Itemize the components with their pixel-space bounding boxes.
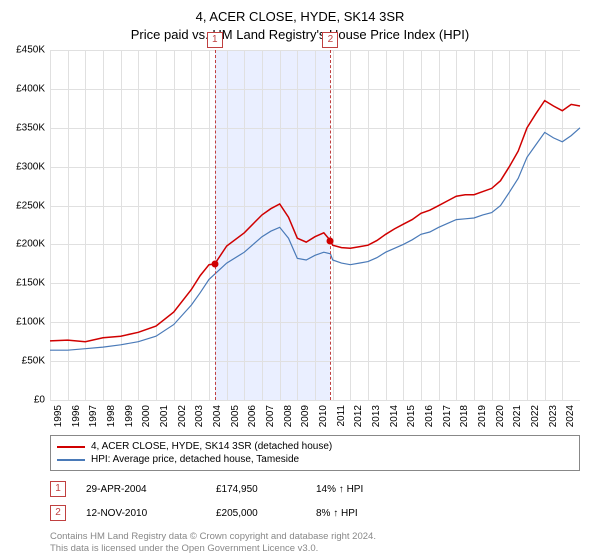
plot-area: £0£50K£100K£150K£200K£250K£300K£350K£400… <box>50 50 580 400</box>
legend-row-property: 4, ACER CLOSE, HYDE, SK14 3SR (detached … <box>57 440 573 453</box>
sale-row-2: 2 12-NOV-2010 £205,000 8% ↑ HPI <box>50 501 580 525</box>
series-legend: 4, ACER CLOSE, HYDE, SK14 3SR (detached … <box>50 435 580 471</box>
chart-container: 4, ACER CLOSE, HYDE, SK14 3SR Price paid… <box>0 0 600 560</box>
attribution-footer: Contains HM Land Registry data © Crown c… <box>50 531 580 556</box>
sale-date-1: 29-APR-2004 <box>86 484 216 495</box>
sale-row-1: 1 29-APR-2004 £174,950 14% ↑ HPI <box>50 477 580 501</box>
sale-hpi-1: 14% ↑ HPI <box>316 484 396 495</box>
sales-table: 1 29-APR-2004 £174,950 14% ↑ HPI 2 12-NO… <box>50 477 580 525</box>
sale-marker-2: 2 <box>50 505 66 521</box>
legend-swatch-property <box>57 446 85 448</box>
legend-and-footer: 4, ACER CLOSE, HYDE, SK14 3SR (detached … <box>50 435 580 556</box>
title-subtitle: Price paid vs. HM Land Registry's House … <box>0 26 600 44</box>
sale-price-1: £174,950 <box>216 484 316 495</box>
sale-marker-1: 1 <box>50 481 66 497</box>
footer-line-2: This data is licensed under the Open Gov… <box>50 543 580 555</box>
sale-date-2: 12-NOV-2010 <box>86 508 216 519</box>
legend-row-hpi: HPI: Average price, detached house, Tame… <box>57 453 573 466</box>
title-address: 4, ACER CLOSE, HYDE, SK14 3SR <box>0 8 600 26</box>
line-plot <box>50 50 580 400</box>
sale-price-2: £205,000 <box>216 508 316 519</box>
footer-line-1: Contains HM Land Registry data © Crown c… <box>50 531 580 543</box>
chart-title: 4, ACER CLOSE, HYDE, SK14 3SR Price paid… <box>0 0 600 44</box>
legend-label-hpi: HPI: Average price, detached house, Tame… <box>91 454 299 465</box>
legend-label-property: 4, ACER CLOSE, HYDE, SK14 3SR (detached … <box>91 441 332 452</box>
sale-hpi-2: 8% ↑ HPI <box>316 508 396 519</box>
legend-swatch-hpi <box>57 459 85 461</box>
